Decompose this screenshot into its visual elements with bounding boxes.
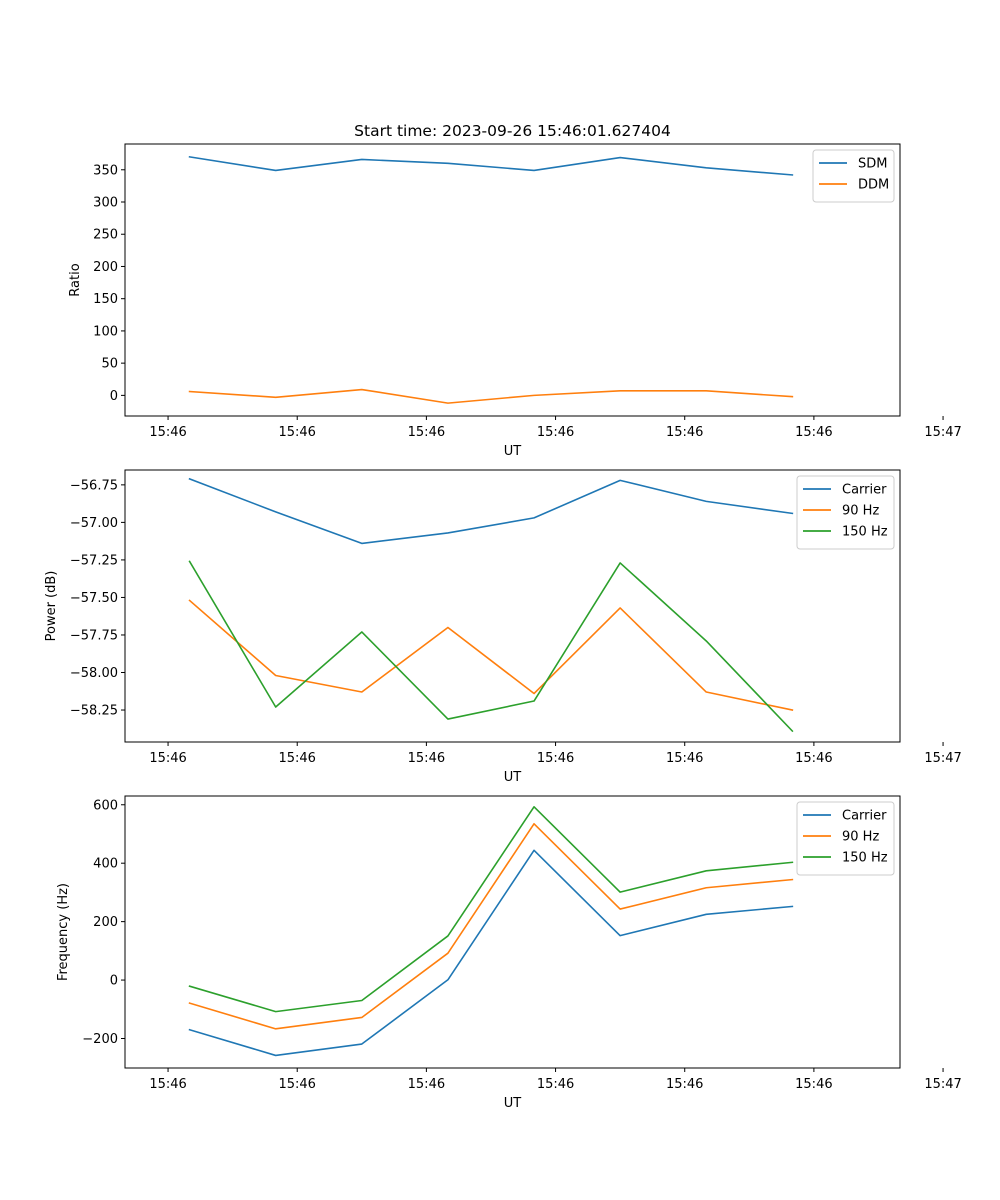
chart-title: Start time: 2023-09-26 15:46:01.627404 <box>354 122 671 140</box>
x-tick-label: 15:46 <box>278 751 315 766</box>
y-tick-label: −57.00 <box>70 516 118 531</box>
x-tick-label: 15:46 <box>408 425 445 440</box>
x-axis-label: UT <box>504 1096 522 1111</box>
y-tick-label: 200 <box>93 915 118 930</box>
y-tick-label: −57.25 <box>70 553 118 568</box>
legend-label: SDM <box>858 157 887 172</box>
x-tick-label: 15:46 <box>149 1077 186 1092</box>
axes-frame <box>124 469 901 743</box>
chart-panels: 15:46 15:46 15:46 15:46 15:46 15:46 15:47 0 50 10… <box>44 143 962 1111</box>
y-tick-label: 0 <box>110 974 118 989</box>
x-tick-label: 15:46 <box>278 1077 315 1092</box>
chart-panel-3: 15:46 15:46 15:46 15:46 15:46 15:46 15:47 −200 0… <box>56 795 962 1111</box>
chart-panel-2: 15:46 15:46 15:46 15:46 15:46 15:46 15:47 −58.2… <box>44 469 962 785</box>
x-tick-label: 15:46 <box>408 1077 445 1092</box>
x-tick-label: 15:47 <box>924 1077 961 1092</box>
x-tick-label: 15:46 <box>149 751 186 766</box>
legend-label: 150 Hz <box>842 851 888 866</box>
series-line-150-hz <box>188 560 794 733</box>
legend-label: Carrier <box>842 809 887 824</box>
legend-label: Carrier <box>842 483 887 498</box>
legend: Carrier 90 Hz 150 Hz <box>796 475 895 550</box>
legend: SDM DDM <box>812 149 895 203</box>
y-tick-label: −57.50 <box>70 591 118 606</box>
x-tick-label: 15:46 <box>666 751 703 766</box>
y-tick-label: 150 <box>93 292 118 307</box>
x-tick-label: 15:46 <box>666 1077 703 1092</box>
y-axis-label: Ratio <box>68 263 83 296</box>
legend-label: 90 Hz <box>842 830 879 845</box>
series-line-150-hz <box>188 806 794 1013</box>
y-tick-label: −56.75 <box>70 478 118 493</box>
y-tick-label: 400 <box>93 857 118 872</box>
legend-label: 150 Hz <box>842 525 888 540</box>
y-tick-label: −200 <box>82 1032 118 1047</box>
legend-label: 90 Hz <box>842 504 879 519</box>
series-line-sdm <box>188 155 794 176</box>
x-tick-label: 15:46 <box>795 1077 832 1092</box>
y-tick-label: 350 <box>93 163 118 178</box>
legend-label: DDM <box>858 178 889 193</box>
x-tick-label: 15:47 <box>924 425 961 440</box>
series-line-ddm <box>188 388 794 404</box>
y-axis-label: Frequency (Hz) <box>56 883 71 981</box>
y-tick-label: −57.75 <box>70 628 118 643</box>
x-tick-label: 15:46 <box>795 751 832 766</box>
series-line-carrier <box>188 849 794 1057</box>
series-line-90-hz <box>188 822 794 1030</box>
series-line-carrier <box>188 477 794 545</box>
x-tick-label: 15:46 <box>278 425 315 440</box>
y-tick-label: 600 <box>93 798 118 813</box>
x-tick-label: 15:46 <box>537 751 574 766</box>
x-tick-label: 15:46 <box>795 425 832 440</box>
y-tick-label: 250 <box>93 228 118 243</box>
x-axis-label: UT <box>504 770 522 785</box>
x-axis-label: UT <box>504 444 522 459</box>
y-tick-label: 100 <box>93 324 118 339</box>
legend: Carrier 90 Hz 150 Hz <box>796 801 895 876</box>
y-tick-label: −58.25 <box>70 704 118 719</box>
chart-panel-1: 15:46 15:46 15:46 15:46 15:46 15:46 15:47 0 50 10… <box>68 143 962 459</box>
y-tick-label: 200 <box>93 260 118 275</box>
x-tick-label: 15:46 <box>537 425 574 440</box>
x-tick-label: 15:46 <box>408 751 445 766</box>
axes-frame <box>124 795 901 1069</box>
x-tick-label: 15:46 <box>537 1077 574 1092</box>
x-tick-label: 15:46 <box>666 425 703 440</box>
y-tick-label: −58.00 <box>70 666 118 681</box>
y-axis-label: Power (dB) <box>44 571 59 642</box>
series-line-90-hz <box>188 599 794 711</box>
x-tick-label: 15:47 <box>924 751 961 766</box>
axes-frame <box>124 143 901 417</box>
y-tick-label: 300 <box>93 196 118 211</box>
y-tick-label: 50 <box>101 357 118 372</box>
y-tick-label: 0 <box>110 389 118 404</box>
x-tick-label: 15:46 <box>149 425 186 440</box>
